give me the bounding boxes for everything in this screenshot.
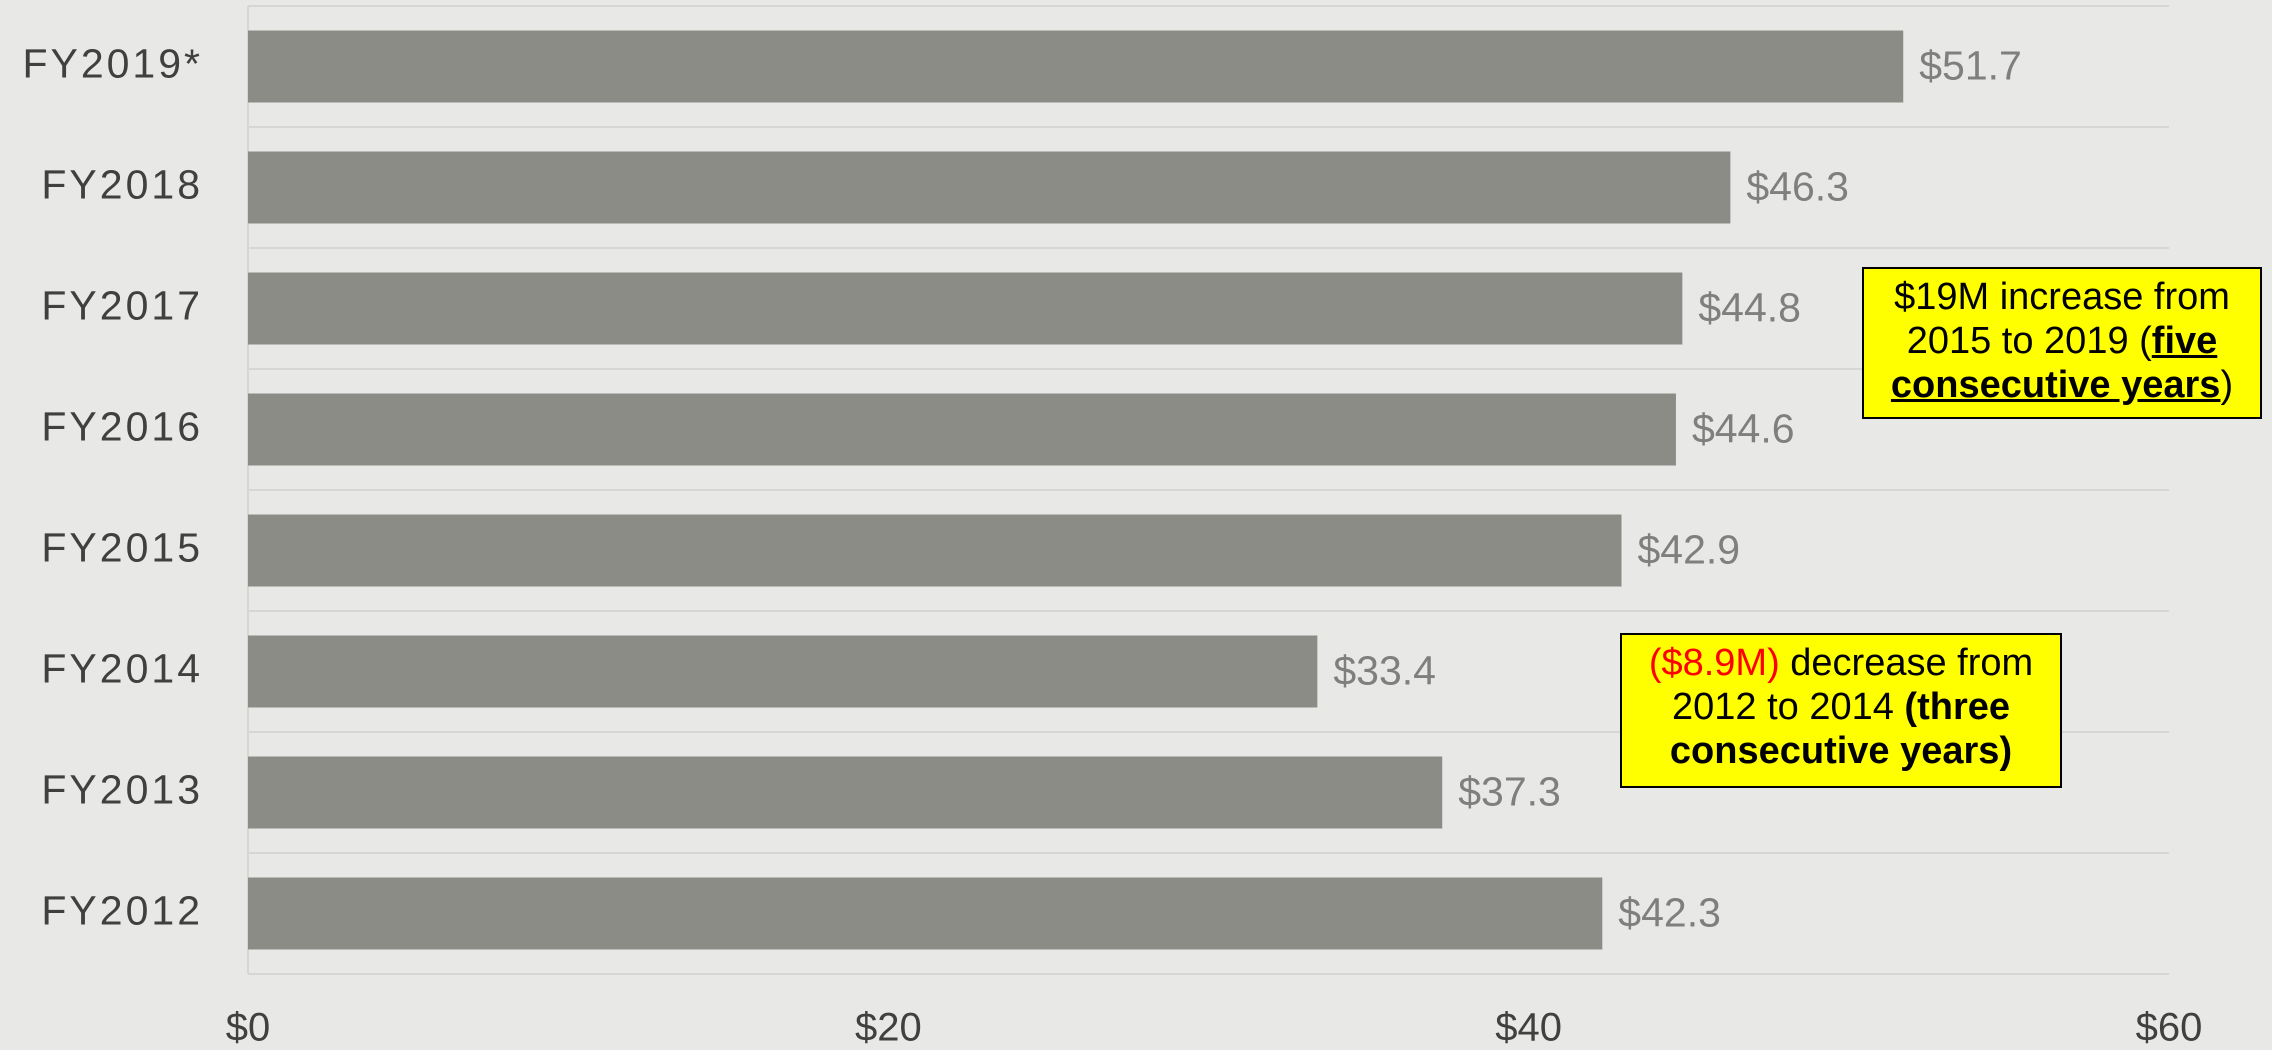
value-label: $33.4 (1333, 647, 1436, 693)
value-label: $51.7 (1919, 42, 2022, 88)
annotation-emphasis: five consecutive years (1890, 320, 2221, 406)
x-tick-label: $40 (1495, 1006, 1562, 1050)
y-tick-label: FY2019* (22, 40, 203, 86)
y-tick-label: FY2018 (41, 161, 203, 207)
annotation-emphasis: (three consecutive years) (1669, 686, 2013, 772)
x-tick-label: $20 (855, 1006, 922, 1050)
y-tick-label: FY2017 (41, 282, 203, 328)
annotation-increase: $19M increase from 2015 to 2019 (five co… (1862, 267, 2262, 419)
value-label: $42.9 (1638, 526, 1741, 572)
value-label: $42.3 (1618, 889, 1721, 935)
annotation-decrease: ($8.9M) decrease from 2012 to 2014 (thre… (1620, 633, 2062, 788)
bar (248, 877, 1603, 950)
annotation-amount: ($8.9M) (1648, 642, 1780, 684)
y-tick-label: FY2015 (41, 524, 203, 570)
annotation-text: decrease from 2012 to 2014 (1671, 642, 2034, 728)
value-label: $44.8 (1698, 284, 1801, 330)
bar (248, 30, 1904, 103)
x-tick-label: $0 (226, 1006, 271, 1050)
bar (248, 393, 1676, 466)
annotation-text: $19M increase from 2015 to 2019 ( (1894, 276, 2230, 362)
value-label: $37.3 (1458, 768, 1561, 814)
bar (248, 756, 1443, 829)
y-tick-label: FY2016 (41, 403, 203, 449)
bar (248, 514, 1622, 587)
bar (248, 635, 1318, 708)
value-label: $44.6 (1692, 405, 1795, 451)
bar (248, 151, 1731, 224)
annotation-text: ) (2220, 364, 2234, 406)
y-tick-label: FY2013 (41, 766, 203, 812)
value-label: $46.3 (1746, 163, 1849, 209)
bar (248, 272, 1683, 345)
x-tick-label: $60 (2136, 1006, 2203, 1050)
y-tick-label: FY2012 (41, 887, 203, 933)
y-tick-label: FY2014 (41, 645, 203, 691)
